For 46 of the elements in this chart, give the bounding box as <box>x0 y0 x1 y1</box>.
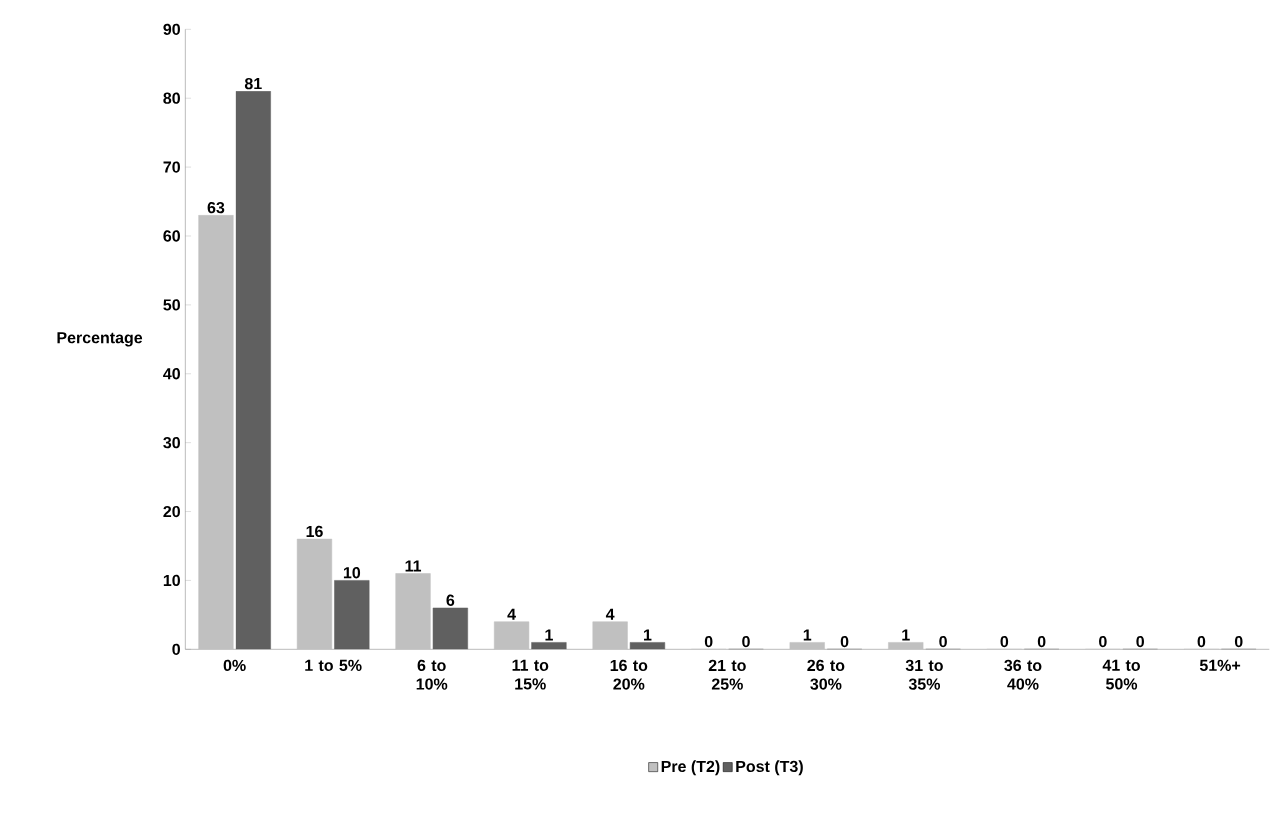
data-label: 0 <box>939 636 947 648</box>
data-label: 0 <box>1234 636 1243 648</box>
x-tick-label: 11 to 15% <box>512 659 549 690</box>
data-label: 1 <box>545 629 553 641</box>
data-label: 81 <box>244 78 262 90</box>
data-label: 0 <box>1000 636 1009 648</box>
x-tick-label: 1 to 5% <box>305 659 362 672</box>
y-axis-title: Percentage <box>57 332 143 347</box>
x-tick-label: 26 to 30% <box>807 659 845 690</box>
data-label: 11 <box>405 560 422 572</box>
y-tick-label: 60 <box>163 230 180 242</box>
x-tick-label: 0% <box>223 659 246 672</box>
x-tick-label: 31 to 35% <box>905 659 943 690</box>
y-tick-label: 0 <box>172 643 180 656</box>
legend-label: Pre (T2) <box>661 760 720 776</box>
data-label: 0 <box>1136 636 1144 648</box>
y-tick-label: 50 <box>163 299 180 311</box>
data-label: 0 <box>1037 636 1046 648</box>
data-label: 0 <box>840 636 849 648</box>
data-label: 6 <box>446 594 455 607</box>
y-tick-label: 10 <box>163 574 180 587</box>
y-tick-label: 20 <box>163 506 180 518</box>
data-label: 0 <box>1197 636 1206 648</box>
data-label: 16 <box>306 525 323 538</box>
x-tick-label: 36 to 40% <box>1004 659 1042 690</box>
data-label: 0 <box>1099 636 1107 648</box>
x-tick-label: 41 to 50% <box>1102 659 1140 690</box>
data-label: 0 <box>704 636 713 648</box>
data-label: 1 <box>644 629 652 641</box>
data-label: 4 <box>507 608 516 620</box>
data-label: 0 <box>742 636 750 648</box>
x-tick-label: 6 to 10% <box>416 659 448 690</box>
y-tick-label: 70 <box>163 161 180 173</box>
legend-label: Post (T3) <box>736 760 803 776</box>
data-label: 63 <box>207 202 225 214</box>
y-tick-label: 40 <box>163 368 180 380</box>
x-tick-label: 21 to 25% <box>708 659 746 690</box>
y-tick-label: 30 <box>163 437 180 449</box>
x-tick-label: 51%+ <box>1199 659 1241 672</box>
data-label: 1 <box>902 629 910 641</box>
data-label: 4 <box>605 608 615 620</box>
data-label: 10 <box>343 567 361 579</box>
x-tick-label: 16 to 20% <box>610 659 648 690</box>
data-label: 1 <box>803 629 812 641</box>
y-tick-label: 90 <box>163 23 180 36</box>
y-tick-label: 80 <box>163 92 180 105</box>
